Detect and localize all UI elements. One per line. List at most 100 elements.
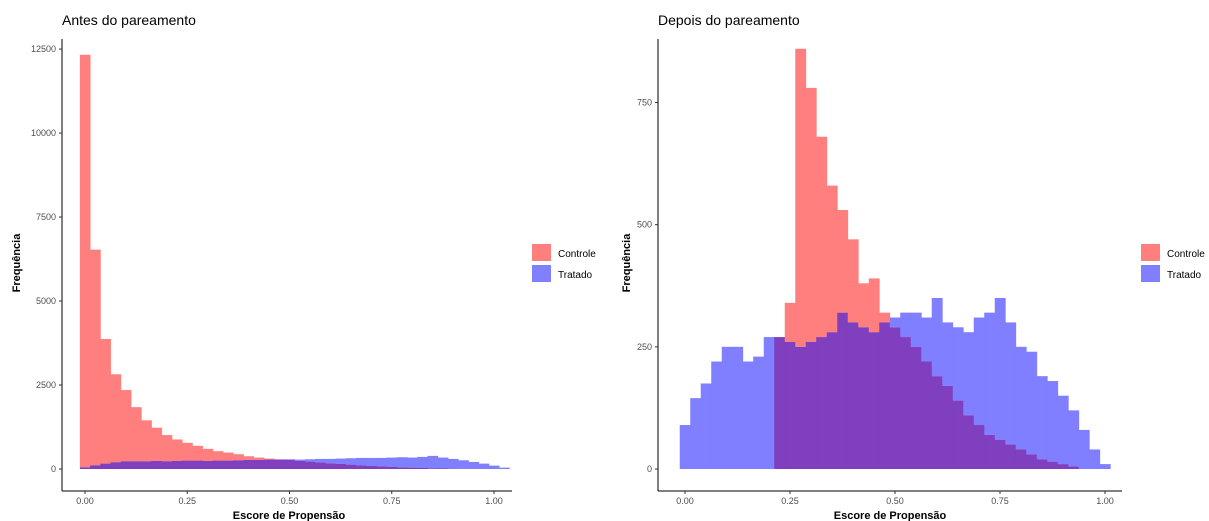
histogram-bar <box>732 346 744 469</box>
histogram-bar-overlap <box>816 337 828 469</box>
x-tick-label: 0.75 <box>991 496 1009 506</box>
histogram-bar-overlap <box>973 425 985 469</box>
histogram-bar <box>499 467 510 469</box>
y-tick-label: 750 <box>637 98 652 108</box>
legend-swatch-tratado <box>532 265 551 282</box>
y-tick-label: 10000 <box>31 128 56 138</box>
histogram-bar-overlap <box>910 346 922 469</box>
histogram-bar-overlap <box>192 460 203 469</box>
y-tick-label: 2500 <box>36 380 56 390</box>
histogram-bar-overlap <box>847 322 859 469</box>
y-tick-label: 250 <box>637 342 652 352</box>
histogram-bar-overlap <box>294 460 306 469</box>
x-tick-label: 0.50 <box>886 496 904 506</box>
legend: Controle Tratado <box>532 244 596 282</box>
histogram-bar-overlap <box>202 460 214 469</box>
histogram-bar <box>396 457 408 468</box>
histogram-bar-overlap <box>942 385 954 469</box>
histogram-bar-overlap <box>212 460 224 469</box>
histogram-bar <box>763 337 775 469</box>
histogram-bar <box>700 383 712 469</box>
legend-swatch-controle <box>1141 244 1160 261</box>
histogram-bar <box>984 312 996 435</box>
histogram-bar <box>837 210 849 313</box>
histogram-bar-overlap <box>931 376 943 469</box>
y-tick-label: 0 <box>647 464 652 474</box>
histogram-bar <box>284 459 296 460</box>
histogram-bar-overlap <box>900 337 912 469</box>
axis-ticks: 0.00 0.25 0.50 0.75 1.00 0 2500 5000 7500 10000 12… <box>31 44 503 506</box>
histogram-bar-overlap <box>437 468 449 469</box>
histogram-bar <box>816 136 828 338</box>
panel-title: Depois do pareamento <box>658 12 800 28</box>
x-tick-label: 0.00 <box>676 496 694 506</box>
histogram-bar <box>900 312 912 338</box>
axis-ticks: 0.00 0.25 0.50 0.75 1.00 0 250 500 750 <box>637 98 1114 506</box>
histogram-bar-overlap <box>1015 449 1027 469</box>
histogram-bar-overlap <box>161 461 173 469</box>
histogram-bar <box>458 460 469 469</box>
histogram-bar <box>826 185 838 333</box>
histogram-bar-overlap <box>182 460 193 469</box>
histogram-bar-overlap <box>1005 444 1017 469</box>
histogram-bar-overlap <box>784 341 796 469</box>
histogram-bar <box>921 317 933 362</box>
histogram-bar-overlap <box>795 346 807 469</box>
histogram-bar-overlap <box>151 460 163 469</box>
histogram-bar-overlap <box>774 337 786 469</box>
histogram-bar <box>345 458 357 465</box>
histogram-bar <box>1089 449 1101 469</box>
x-tick-label: 1.00 <box>1096 496 1114 506</box>
histogram-bar <box>182 442 193 461</box>
histogram-bar <box>879 312 891 323</box>
x-tick-label: 0.25 <box>781 496 799 506</box>
histogram-bar-overlap <box>396 467 408 469</box>
histogram-bar <box>151 427 163 461</box>
histogram-bar <box>386 457 398 467</box>
histogram-bar <box>223 452 234 461</box>
histogram-bar-overlap <box>805 341 817 469</box>
histogram-bar <box>488 465 500 469</box>
histogram-bar-overlap <box>253 459 265 469</box>
histogram-bar-overlap <box>345 464 357 469</box>
histogram-bar-overlap <box>223 460 234 469</box>
legend-swatch-controle <box>532 244 551 261</box>
x-tick-label: 1.00 <box>485 496 503 506</box>
histogram-bar <box>325 458 336 464</box>
histogram-bar-overlap <box>131 461 142 469</box>
histogram-bar <box>417 456 428 468</box>
panel-antes: Antes do pareamento Frequência Escore de… <box>11 12 596 521</box>
histogram-bar <box>889 317 901 328</box>
histogram-bar-overlap <box>963 415 975 469</box>
histogram-bar <box>711 361 723 469</box>
histogram-bar-overlap <box>90 465 101 469</box>
legend-swatch-tratado <box>1141 265 1160 282</box>
histogram-bar <box>304 459 316 462</box>
histogram-bar-overlap <box>952 400 964 469</box>
legend-label-tratado: Tratado <box>558 270 593 281</box>
histogram-bar-overlap <box>417 467 428 469</box>
histogram-bar <box>335 458 347 464</box>
histogram-bar-overlap <box>1068 466 1080 469</box>
histogram-bar <box>742 361 754 469</box>
histogram-bar-overlap <box>826 332 838 469</box>
panel-title: Antes do pareamento <box>62 12 196 28</box>
histogram-bar <box>1026 351 1038 455</box>
histogram-bar <box>263 458 275 460</box>
histogram-bar <box>478 463 490 469</box>
histogram-bar <box>171 439 183 461</box>
histogram-bar-overlap <box>171 460 183 469</box>
histogram-bar-overlap <box>120 461 132 469</box>
histogram-bar-overlap <box>263 459 275 469</box>
histogram-bar <box>1005 322 1017 445</box>
y-tick-label: 0 <box>51 464 56 474</box>
histogram-bar-overlap <box>233 460 244 469</box>
histogram-bar-overlap <box>1057 464 1069 469</box>
histogram-bar <box>795 48 807 347</box>
histogram-bar <box>161 435 173 462</box>
y-tick-label: 12500 <box>31 44 56 54</box>
histogram-bar <box>468 461 480 469</box>
histogram-bar <box>355 457 367 466</box>
histogram-bar <box>447 458 459 469</box>
